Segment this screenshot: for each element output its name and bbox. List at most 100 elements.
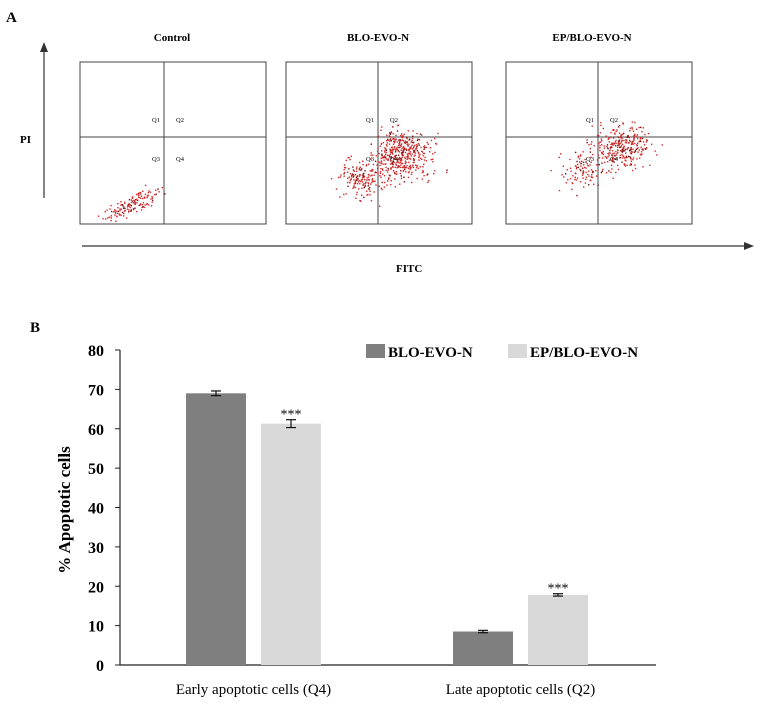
scatter-dot <box>369 186 371 189</box>
scatter-dot <box>356 168 358 170</box>
scatter-dot <box>343 166 346 169</box>
scatter-dot <box>642 127 644 129</box>
scatter-dot <box>392 153 394 155</box>
scatter-dot <box>381 153 383 155</box>
scatter-dot <box>343 173 345 175</box>
scatter-dot <box>621 140 623 142</box>
scatter-dot <box>434 137 436 140</box>
scatter-dot <box>567 179 569 181</box>
scatter-dot <box>409 166 411 168</box>
scatter-dot <box>408 148 411 150</box>
significance-label: *** <box>281 408 302 423</box>
scatter-dot <box>349 158 351 161</box>
scatter-dot <box>600 171 603 174</box>
y-tick-label: 10 <box>88 619 104 636</box>
scatter-dot <box>107 217 109 219</box>
quadrant-label-q1: Q1 <box>152 117 160 124</box>
scatter-dot <box>363 175 366 178</box>
scatter-dot <box>151 196 153 198</box>
scatter-dot <box>403 149 405 151</box>
scatter-dot <box>582 161 585 164</box>
scatter-dot <box>646 139 648 142</box>
scatter-dot <box>392 161 394 163</box>
scatter-dot <box>370 143 372 145</box>
scatter-dot <box>560 153 562 155</box>
scatter-dot <box>356 178 358 180</box>
scatter-dot <box>386 140 388 142</box>
scatter-dot <box>599 141 601 143</box>
scatter-dot <box>389 148 391 150</box>
scatter-dot <box>155 193 157 195</box>
scatter-dot <box>580 165 582 167</box>
scatter-dot <box>129 204 131 206</box>
scatter-dot <box>590 179 592 182</box>
scatter-dot <box>406 137 408 140</box>
scatter-dot <box>388 139 390 141</box>
scatter-dot <box>400 166 402 169</box>
scatter-dot <box>366 190 368 192</box>
scatter-dot <box>392 150 394 152</box>
scatter-dot <box>373 174 375 176</box>
scatter-dot <box>352 187 354 189</box>
scatter-dot <box>615 142 617 145</box>
scatter-dot <box>400 149 402 151</box>
scatter-dot <box>624 150 626 152</box>
scatter-dot <box>620 145 623 147</box>
scatter-dot <box>115 220 117 222</box>
scatter-dot <box>593 145 595 147</box>
scatter-dot <box>400 161 402 164</box>
scatter-dot <box>406 158 408 160</box>
scatter-dot <box>117 203 119 205</box>
scatter-dot <box>406 156 408 158</box>
scatter-dot <box>345 193 347 195</box>
scatter-dot <box>430 139 433 142</box>
scatter-dot <box>383 175 386 177</box>
scatter-dot <box>363 196 365 199</box>
scatter-dot <box>411 153 413 155</box>
scatter-dot <box>395 171 398 173</box>
scatter-dot <box>378 161 380 163</box>
scatter-dot <box>360 169 362 171</box>
scatter-dot <box>141 204 144 206</box>
scatter-dot <box>404 147 406 150</box>
scatter-dot <box>122 205 124 207</box>
scatter-dot <box>603 145 605 147</box>
quadrant-label-q2: Q2 <box>176 117 184 124</box>
scatter-dot <box>435 142 437 145</box>
scatter-dot <box>401 137 404 139</box>
scatter-dot <box>610 131 612 134</box>
scatter-dot <box>574 151 577 154</box>
scatter-dot <box>138 192 140 194</box>
scatter-dot <box>414 144 416 146</box>
scatter-dot <box>390 156 392 158</box>
scatter-dot <box>627 135 629 137</box>
scatter-dot <box>606 157 608 159</box>
scatter-dot <box>612 142 614 145</box>
scatter-dot <box>406 143 408 146</box>
scatter-dot <box>401 133 403 135</box>
scatter-dot <box>409 147 411 150</box>
scatter-dot <box>413 146 415 149</box>
scatter-dot <box>391 162 393 165</box>
scatter-dot <box>128 209 130 211</box>
scatter-dot <box>402 154 404 156</box>
scatter-dot <box>377 172 379 174</box>
scatter-dot <box>392 166 394 168</box>
scatter-dot <box>422 152 425 155</box>
scatter-dot <box>637 147 639 149</box>
scatter-dot <box>354 186 357 189</box>
y-tick-label: 50 <box>88 461 104 478</box>
scatter-dot <box>382 169 384 171</box>
scatter-dot <box>394 140 396 142</box>
scatter-dot <box>390 131 392 133</box>
scatter-dot <box>356 176 358 178</box>
flow-plot-title: EP/BLO-EVO-N <box>552 32 631 44</box>
scatter-dot <box>622 122 624 124</box>
scatter-dot <box>385 163 387 165</box>
scatter-dot <box>630 158 632 160</box>
scatter-dot <box>398 140 401 142</box>
scatter-dot <box>356 179 359 181</box>
scatter-dot <box>561 174 563 176</box>
scatter-dot <box>123 206 125 208</box>
scatter-dot <box>595 170 597 172</box>
